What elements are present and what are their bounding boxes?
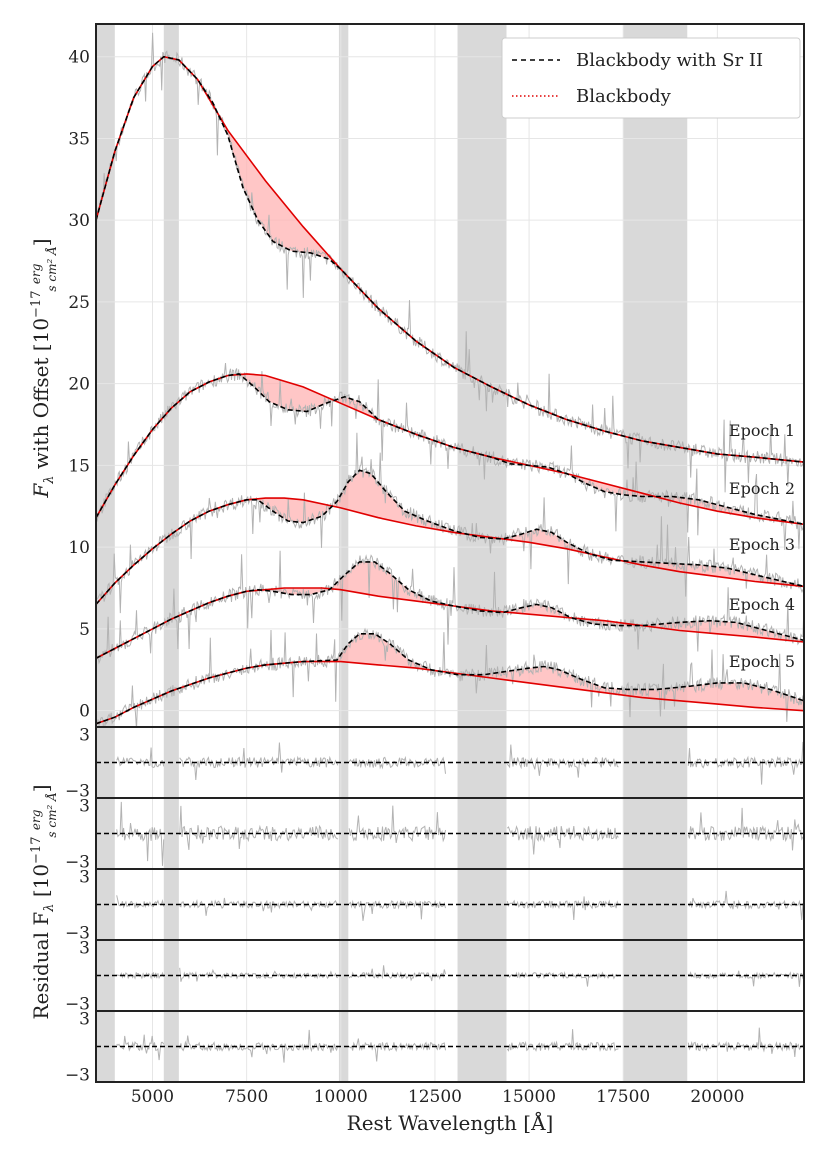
epoch-label-2: Epoch 2 [729, 479, 795, 498]
epoch-label-5: Epoch 5 [729, 652, 795, 671]
xtick-label-3: 12500 [408, 1087, 462, 1107]
main-ytick-label-4: 20 [68, 375, 90, 395]
series-4-model-line [96, 633, 804, 725]
epoch-label-3: Epoch 3 [729, 535, 795, 554]
main-ylabel: Fλ with Offset [10−17 erg s cm² Å] [29, 238, 59, 498]
series-2-observed-spectrum [96, 432, 804, 614]
series-1-observed-spectrum [96, 362, 804, 551]
xtick-label-5: 17500 [596, 1087, 650, 1107]
residual-5-frame [95, 1010, 805, 1083]
residual-4-shade-band-2 [338, 940, 349, 1011]
main-ytick-label-1: 5 [79, 620, 90, 640]
residual-panel-2: 3 −3 [65, 796, 805, 873]
residual-4-ytick-bottom: −3 [65, 995, 90, 1015]
residual-panel-5: 3 −3 [65, 1009, 805, 1086]
series-2-blackbody-line [96, 497, 804, 605]
series-1-excess-fill [96, 373, 804, 525]
series-4-observed-spectrum [96, 627, 804, 727]
main-shade-band-2 [338, 24, 349, 727]
residual-2-ytick-top: 3 [79, 796, 90, 816]
series-3-observed-spectrum [96, 550, 804, 665]
xlabel: Rest Wavelength [Å] [347, 1110, 554, 1135]
residual-2-data [116, 801, 805, 866]
main-ytick-label-7: 35 [68, 129, 90, 149]
residual-1-ytick-bottom: −3 [65, 782, 90, 802]
legend: Blackbody with Sr II Blackbody [501, 37, 801, 119]
xtick-label-6: 20000 [690, 1087, 744, 1107]
main-ytick-label-0: 0 [79, 702, 90, 722]
residual-panel-4: 3 −3 [65, 938, 805, 1015]
residual-3-ytick-top: 3 [79, 867, 90, 887]
residual-panel-3: 3 −3 [65, 867, 805, 944]
xtick-label-4: 15000 [502, 1087, 556, 1107]
epoch-label-4: Epoch 4 [729, 595, 795, 614]
xtick-label-0: 5000 [131, 1087, 174, 1107]
residual-3-ytick-bottom: −3 [65, 924, 90, 944]
main-plot-area [96, 32, 804, 727]
residual-1-ytick-top: 3 [79, 725, 90, 745]
residual-3-shade-band-2 [338, 869, 349, 940]
xtick-label-2: 10000 [314, 1087, 368, 1107]
main-shade-band-0 [96, 24, 115, 727]
residual-5-data [116, 1027, 805, 1063]
residual-4-ytick-top: 3 [79, 938, 90, 958]
main-ytick-label-6: 30 [68, 211, 90, 231]
series-3-model-line [96, 561, 804, 660]
residual-panel-1: 3 −3 [65, 725, 805, 802]
epoch-label-1: Epoch 1 [729, 421, 795, 440]
series-2-model-line [96, 469, 804, 605]
legend-model-label: Blackbody with Sr II [576, 50, 763, 71]
xtick-label-1: 7500 [225, 1087, 268, 1107]
main-shade-band-1 [163, 24, 179, 727]
main-shade-band-4 [623, 24, 688, 727]
legend-blackbody-label: Blackbody [576, 86, 672, 107]
residual-5-ytick-bottom: −3 [65, 1066, 90, 1086]
residual-1-shade-band-2 [338, 727, 349, 798]
series-0-model-line [96, 55, 804, 463]
residual-2-shade-band-2 [338, 798, 349, 869]
main-panel: Epoch 1 Epoch 2 Epoch 3 Epoch 4 Epoch 5 0 5 10 1… [68, 23, 805, 728]
residual-5-ytick-top: 3 [79, 1009, 90, 1029]
main-ytick-label-5: 25 [68, 293, 90, 313]
series-1-model-line [96, 373, 804, 526]
series-2-excess-fill [96, 470, 804, 605]
main-ytick-label-3: 15 [68, 456, 90, 476]
residual-5-shade-band-2 [338, 1011, 349, 1082]
residual-2-ytick-bottom: −3 [65, 853, 90, 873]
main-ytick-label-8: 40 [68, 48, 90, 68]
residual-ylabel: Residual Fλ [10−17 erg s cm² Å] [29, 784, 59, 1019]
main-ytick-label-2: 10 [68, 538, 90, 558]
